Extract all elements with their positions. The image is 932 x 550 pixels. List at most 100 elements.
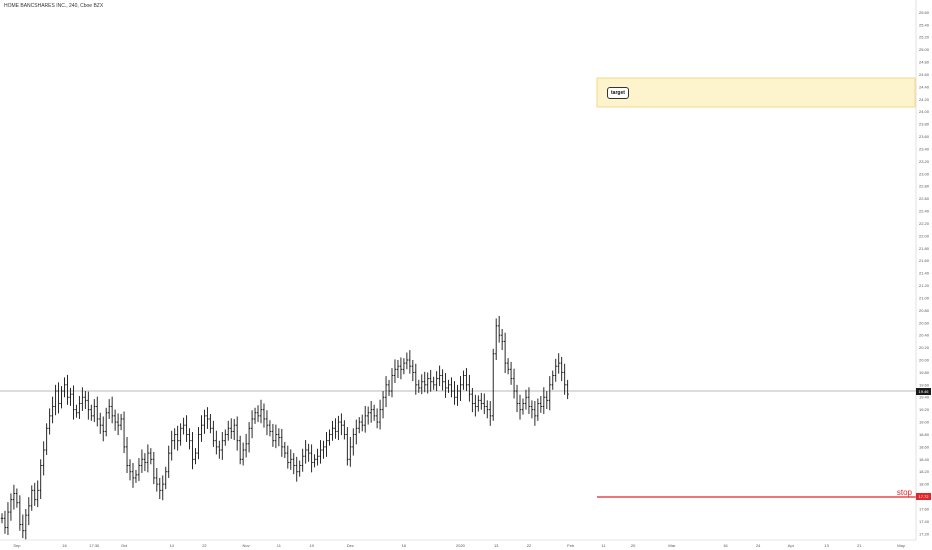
ohlc-bar	[155, 468, 159, 492]
ohlc-bar	[292, 453, 295, 475]
ohlc-bar	[560, 356, 563, 382]
y-tick-label: 21.40	[919, 271, 930, 276]
ohlc-bar	[161, 475, 164, 501]
ohlc-bar	[566, 379, 569, 400]
x-tick-label: Feb	[567, 543, 575, 548]
ohlc-bar	[423, 371, 426, 393]
ohlc-bar	[402, 358, 406, 375]
ohlc-bar	[218, 440, 221, 459]
x-tick-label: Nov	[243, 543, 250, 548]
ohlc-bar	[515, 384, 519, 413]
y-tick-label: 17.40	[919, 519, 930, 524]
ohlc-bar	[265, 410, 269, 436]
ohlc-bar	[18, 495, 22, 531]
ohlc-bar	[134, 469, 138, 483]
ohlc-bar	[352, 428, 355, 456]
x-tick-label: 21	[857, 543, 862, 548]
y-tick-label: 19.20	[919, 407, 930, 412]
ohlc-bar	[90, 404, 93, 421]
ohlc-bar	[539, 396, 543, 413]
x-tick-label: 24	[756, 543, 761, 548]
ohlc-bar	[191, 432, 194, 470]
y-tick-label: 20.80	[919, 308, 930, 313]
y-tick-label: 25.20	[919, 35, 930, 40]
ohlc-bar	[194, 448, 197, 465]
ohlc-bar	[45, 423, 48, 455]
y-tick-label: 18.20	[919, 469, 930, 474]
ohlc-bar	[414, 363, 418, 395]
x-tick-label: Dec	[347, 543, 354, 548]
ohlc-bar	[497, 315, 501, 343]
ohlc-bar	[453, 381, 456, 405]
ohlc-bar	[405, 352, 409, 370]
ohlc-bar	[438, 365, 441, 387]
ohlc-bar	[375, 408, 379, 429]
ohlc-bar	[230, 418, 233, 439]
ohlc-bar	[503, 332, 507, 374]
ohlc-bar	[489, 400, 492, 426]
ohlc-bar	[215, 430, 218, 455]
ohlc-bar	[346, 427, 349, 466]
ohlc-bar	[119, 414, 123, 431]
x-tick-label: 16	[62, 543, 67, 548]
y-tick-label: 25.40	[919, 22, 930, 27]
ohlc-bar	[233, 418, 236, 441]
ohlc-bar	[417, 379, 420, 393]
last-price-badge: 19.46	[916, 388, 931, 395]
ohlc-bar	[337, 415, 340, 441]
ohlc-bar	[104, 407, 108, 437]
ohlc-bar	[500, 328, 504, 351]
ohlc-bar	[221, 432, 224, 460]
ohlc-bar	[533, 400, 537, 426]
y-tick-label: 18.40	[919, 457, 930, 462]
ohlc-bar	[125, 436, 129, 473]
ohlc-bar	[390, 368, 394, 398]
y-tick-label: 19.40	[919, 395, 930, 400]
ohlc-bar	[366, 406, 370, 425]
ohlc-bar	[176, 425, 179, 451]
ohlc-bar	[322, 440, 325, 459]
x-tick-label: 13	[824, 543, 829, 548]
y-tick-label: 20.00	[919, 358, 930, 363]
ohlc-bar	[557, 353, 560, 374]
target-zone	[596, 77, 916, 108]
ohlc-bar	[429, 369, 432, 392]
y-tick-label: 22.20	[919, 221, 930, 226]
y-tick-label: 23.20	[919, 159, 930, 164]
ohlc-bar	[465, 368, 468, 392]
ohlc-bar	[277, 428, 281, 447]
ohlc-bar	[459, 376, 462, 401]
target-label[interactable]: target	[607, 87, 629, 99]
ohlc-bar	[471, 387, 474, 413]
ohlc-bar	[149, 448, 153, 465]
ohlc-bar	[462, 370, 465, 390]
ohlc-bar	[289, 449, 292, 470]
y-tick-label: 22.60	[919, 196, 930, 201]
x-tick-label: 16	[402, 543, 407, 548]
ohlc-bar	[87, 391, 90, 420]
ohlc-bar	[42, 441, 45, 476]
ohlc-bar	[244, 433, 248, 458]
ohlc-bar	[54, 384, 57, 416]
ohlc-bar	[238, 435, 242, 465]
ohlc-bar	[480, 392, 483, 410]
ohlc-bar	[170, 430, 173, 461]
y-tick-label: 22.40	[919, 209, 930, 214]
ohlc-bar	[78, 396, 81, 419]
ohlc-bar	[206, 407, 209, 429]
ohlc-bar	[349, 436, 352, 467]
ohlc-bar	[262, 403, 266, 428]
ohlc-bar	[408, 350, 412, 374]
ohlc-bar	[512, 368, 516, 399]
ohlc-bar	[33, 482, 36, 506]
ohlc-bar	[313, 454, 316, 468]
ohlc-bar	[57, 382, 60, 414]
y-tick-label: 18.60	[919, 444, 930, 449]
ohlc-bar	[364, 405, 367, 433]
ohlc-bar	[15, 488, 19, 508]
stop-label[interactable]: stop	[896, 488, 912, 497]
x-tick-label: 13	[494, 543, 499, 548]
ohlc-bar	[486, 400, 489, 419]
ohlc-bar	[420, 374, 423, 395]
